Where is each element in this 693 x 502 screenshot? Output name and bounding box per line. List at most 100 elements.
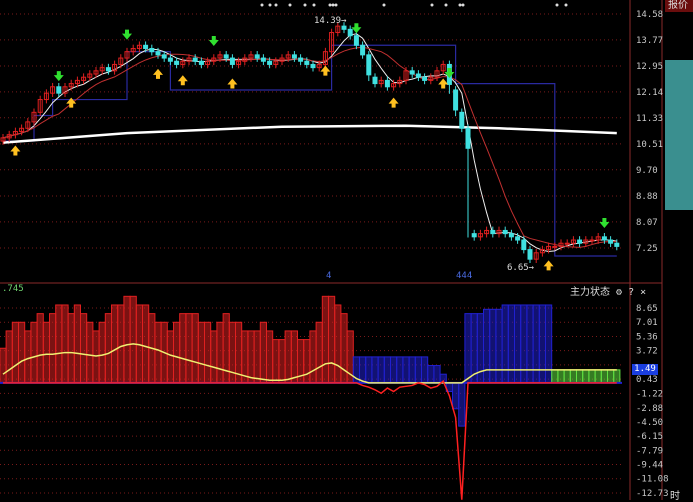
candle-body <box>242 57 248 62</box>
candle-body <box>428 76 434 81</box>
indicator-bar <box>191 313 199 384</box>
indicator-bar <box>377 356 385 384</box>
candle-body <box>508 233 514 238</box>
candle-body <box>37 99 43 113</box>
candle-body <box>583 239 589 244</box>
indicator-bar <box>427 365 435 384</box>
indicator-bar <box>247 330 255 384</box>
candle-body <box>440 63 446 72</box>
candle-body <box>223 54 229 59</box>
indicator-bar <box>507 304 515 384</box>
indicator-bar <box>538 304 546 384</box>
candle-body <box>403 70 409 81</box>
candle-body <box>254 54 260 59</box>
indicator-bar <box>216 321 224 384</box>
indicator-bar <box>80 313 88 384</box>
buy-arrow-icon <box>227 78 238 89</box>
indicator-bar <box>613 369 621 384</box>
indicator-bar <box>315 321 323 384</box>
candle-body <box>0 137 6 142</box>
indicator-bar <box>129 295 137 384</box>
buy-arrow-icon <box>177 75 188 86</box>
indicator-bar <box>421 356 429 384</box>
candle-body <box>62 86 68 94</box>
candle-body <box>155 51 161 56</box>
sell-arrow-icon <box>444 67 455 78</box>
candle-body <box>521 239 527 251</box>
candle-body <box>335 25 341 34</box>
candle-body <box>99 67 105 72</box>
signal-dot <box>458 3 462 7</box>
buy-arrow-icon <box>438 78 449 89</box>
candle-body <box>298 57 304 62</box>
help-button[interactable]: ? <box>628 287 635 298</box>
candle-body <box>198 60 204 65</box>
indicator-bar <box>154 321 162 384</box>
price-tick-label: 12.95 <box>636 62 663 72</box>
price-tick-label: 12.14 <box>636 88 663 98</box>
candle-body <box>174 60 180 65</box>
indicator-bar <box>204 321 212 384</box>
indicator-bar <box>179 313 187 384</box>
candle-body <box>558 242 564 247</box>
indicator-bar <box>396 356 404 384</box>
candle-body <box>316 63 322 69</box>
marker-label: 444 <box>456 271 472 281</box>
buy-arrow-icon <box>320 65 331 76</box>
indicator-bar <box>284 330 292 384</box>
price-tick-label: 13.77 <box>636 36 663 46</box>
indicator-tick-label: -7.79 <box>636 446 663 456</box>
candle-body <box>19 127 25 132</box>
candle-body <box>87 73 93 78</box>
indicator-bar <box>340 313 348 384</box>
candle-body <box>143 44 149 49</box>
close-button[interactable]: × <box>640 287 647 298</box>
indicator-bar <box>551 369 559 384</box>
indicator-bar <box>49 313 57 384</box>
indicator-bar <box>11 321 19 384</box>
candle-body <box>422 76 428 81</box>
candle-body <box>384 79 390 88</box>
indicator-bar <box>563 369 571 384</box>
signal-dot <box>444 3 448 7</box>
candle-body <box>50 86 56 94</box>
indicator-bar <box>600 369 608 384</box>
time-label[interactable]: 时 <box>670 491 680 502</box>
candle-body <box>614 242 620 247</box>
candle-body <box>43 92 49 101</box>
candle-body <box>465 127 471 149</box>
candle-body <box>68 83 74 88</box>
candle-body <box>322 51 328 65</box>
candle-body <box>490 229 496 235</box>
candle-body <box>192 57 198 62</box>
candle-body <box>74 79 80 85</box>
yellow-line <box>2 343 617 384</box>
sell-arrow-icon <box>122 29 132 40</box>
buy-arrow-icon <box>10 145 21 156</box>
sell-arrow-icon <box>53 71 64 82</box>
sell-arrow-icon <box>351 23 362 34</box>
signal-dot <box>268 3 272 7</box>
indicator-tick-label: 0.43 <box>636 375 658 385</box>
candle-body <box>546 245 552 251</box>
gear-icon[interactable]: ⚙ <box>616 287 623 298</box>
signal-dot <box>312 3 316 7</box>
candle-body <box>6 134 12 139</box>
quote-tab[interactable]: 报价 <box>665 0 693 12</box>
candle-body <box>589 239 595 242</box>
signal-dot <box>382 3 386 7</box>
low-price-label: 6.65→ <box>507 263 535 273</box>
candle-body <box>236 60 242 65</box>
price-tick-label: 10.51 <box>636 140 663 150</box>
candle-body <box>459 111 465 129</box>
candle-body <box>595 236 601 241</box>
indicator-bar <box>67 313 75 384</box>
indicator-name: 主力状态 <box>570 287 610 298</box>
candle-body <box>124 51 130 59</box>
indicator-bar <box>272 339 280 384</box>
sell-arrow-icon <box>599 218 610 229</box>
indicator-bar <box>334 304 342 384</box>
candle-body <box>434 70 440 78</box>
ma-mid-line <box>2 46 617 248</box>
